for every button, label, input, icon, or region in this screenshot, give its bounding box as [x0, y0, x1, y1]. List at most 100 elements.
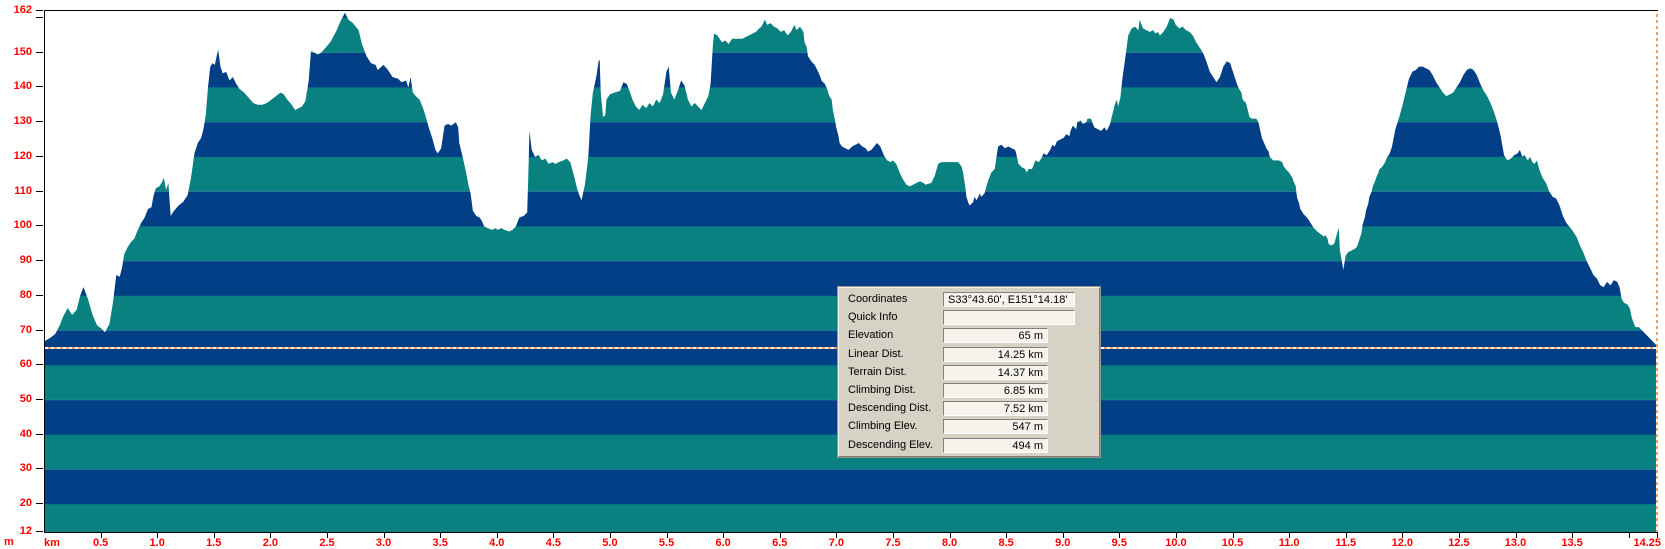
y-tick-label: 140 [13, 80, 32, 93]
x-tick-label: 4.0 [489, 537, 505, 549]
x-tick [326, 532, 328, 538]
x-tick [1119, 532, 1121, 538]
x-tick-label: 12.0 [1391, 537, 1414, 549]
y-tick [36, 260, 43, 262]
y-tick [36, 10, 43, 11]
y-tick [36, 16, 43, 18]
y-tick [36, 468, 43, 470]
x-tick [1062, 532, 1064, 538]
x-tick-label: 0.5 [92, 537, 109, 549]
y-tick-label: 150 [13, 45, 32, 58]
x-tick-label: 12.5 [1448, 537, 1470, 549]
x-tick-label: 2.5 [319, 537, 335, 549]
x-tick-label: 7.5 [885, 537, 901, 549]
x-tick-label: 3.0 [375, 537, 392, 549]
terrain-dist-value: 14.37 km [943, 364, 1048, 380]
y-tick-label: 60 [19, 358, 32, 371]
quick-info-value [943, 310, 1075, 326]
elevation-value: 65 m [943, 328, 1048, 344]
x-tick [779, 532, 781, 538]
x-tick-label: 11.0 [1278, 537, 1300, 549]
x-tick [100, 532, 102, 538]
track-info-panel: Coordinates S33°43.60', E151°14.18' Quick … [838, 287, 1100, 457]
x-tick [1289, 532, 1291, 538]
y-tick [36, 294, 43, 296]
y-tick-label: 120 [13, 149, 32, 162]
x-tick [1628, 532, 1630, 538]
elevation-profile-chart[interactable] [44, 10, 1658, 533]
y-tick-label: 80 [19, 288, 32, 301]
x-tick [1345, 532, 1347, 538]
x-tick [723, 532, 725, 538]
y-tick [36, 399, 43, 400]
y-tick-label: 162 [13, 4, 32, 16]
x-tick [1515, 532, 1517, 538]
y-tick [36, 121, 43, 123]
x-tick-label: 1.5 [206, 537, 222, 549]
y-tick [36, 155, 43, 157]
x-tick-label: 9.0 [1055, 537, 1071, 549]
terrain-dist-label: Terrain Dist. [848, 365, 907, 378]
y-tick-label: 90 [19, 254, 32, 267]
x-tick [157, 532, 159, 538]
x-tick-label: 5.0 [602, 537, 618, 549]
descending-elev-value: 494 m [943, 437, 1048, 453]
x-tick-label: 6.5 [772, 537, 788, 549]
elevation-label: Elevation [848, 329, 894, 342]
x-tick-label: 13.0 [1504, 537, 1527, 549]
x-tick-label: 5.5 [658, 537, 675, 549]
x-tick [666, 532, 668, 538]
x-tick [553, 532, 555, 538]
y-tick [36, 433, 43, 435]
climbing-elev-label: Climbing Elev. [848, 420, 918, 433]
x-tick-label: 2.0 [262, 537, 279, 549]
y-tick-label: 50 [19, 393, 32, 405]
y-tick-label: 130 [13, 115, 32, 128]
x-tick-label: 4.5 [545, 537, 561, 549]
y-axis-unit-label: m [4, 536, 14, 548]
x-tick [1232, 532, 1234, 538]
y-tick-label: 100 [13, 219, 32, 232]
x-tick [1006, 532, 1008, 538]
x-tick-label: 1.0 [149, 537, 165, 549]
x-tick-label: 3.5 [432, 537, 448, 549]
x-tick [496, 532, 498, 538]
x-tick [836, 532, 838, 538]
x-tick-label: 9.5 [1111, 537, 1127, 549]
cursor-position-line [1656, 11, 1658, 532]
x-tick [1175, 532, 1177, 538]
x-tick [440, 532, 442, 538]
y-tick [36, 190, 43, 192]
x-tick [949, 532, 951, 538]
elevation-area [45, 12, 1658, 532]
climbing-elev-value: 547 m [943, 419, 1048, 435]
quick-info-label: Quick Info [848, 311, 898, 324]
climbing-dist-value: 6.85 km [943, 383, 1048, 398]
y-tick [36, 51, 43, 53]
x-tick [270, 532, 272, 538]
y-tick [36, 364, 43, 366]
x-tick-label: 14.25 [1633, 537, 1661, 549]
linear-dist-value: 14.25 km [943, 346, 1048, 362]
x-tick-label: 11.5 [1335, 537, 1357, 549]
y-tick [36, 86, 43, 88]
x-axis-unit-label: km [44, 537, 60, 549]
elevation-area-svg [45, 12, 1658, 532]
descending-dist-value: 7.52 km [943, 401, 1048, 417]
y-tick-label: 70 [19, 323, 32, 336]
x-tick-label: 8.0 [941, 537, 958, 549]
y-tick-label: 20 [19, 497, 32, 510]
descending-elev-label: Descending Elev. [848, 438, 933, 451]
y-tick [36, 503, 43, 505]
x-tick [1657, 532, 1658, 538]
coordinates-label: Coordinates [848, 293, 908, 305]
x-tick-label: 13.5 [1561, 537, 1583, 549]
x-tick [892, 532, 894, 538]
y-tick [36, 225, 43, 227]
climbing-dist-label: Climbing Dist. [848, 384, 916, 396]
x-tick [1458, 532, 1460, 538]
x-tick-label: 7.0 [828, 537, 844, 549]
x-tick [383, 532, 385, 538]
descending-dist-label: Descending Dist. [848, 402, 932, 415]
